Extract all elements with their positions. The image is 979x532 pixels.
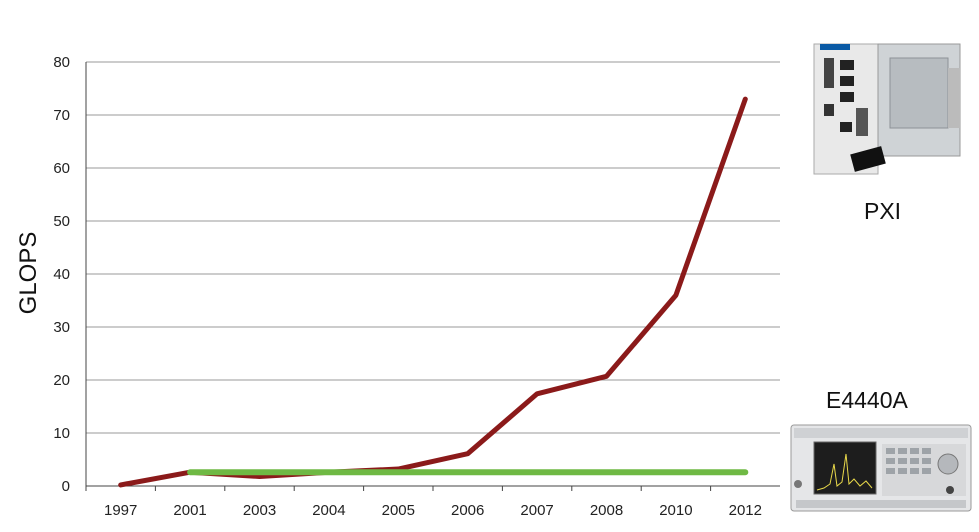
x-tick-label: 2007	[520, 502, 553, 519]
y-tick-label: 30	[53, 319, 70, 336]
y-tick-label: 10	[53, 425, 70, 442]
x-tick-label: 2004	[312, 502, 345, 519]
x-tick-label: 2006	[451, 502, 484, 519]
spectrum-analyzer-icon	[790, 424, 972, 517]
pxi-label: PXI	[864, 198, 902, 224]
y-tick-label: 50	[53, 213, 70, 230]
grid-lines	[85, 61, 780, 491]
series-line-1	[118, 96, 748, 488]
x-tick-label: 2005	[382, 502, 415, 519]
series-lines	[118, 96, 749, 488]
x-tick-label: 2008	[590, 502, 623, 519]
y-axis-label: GLOPS	[15, 232, 42, 315]
x-tick-label: 1997	[104, 502, 137, 519]
y-tick-label: 70	[53, 107, 70, 124]
x-tick-label: 2012	[729, 502, 762, 519]
y-tick-labels: 0 10 20 30 40 50 60 70 80	[53, 54, 70, 495]
y-tick-label: 40	[53, 266, 70, 283]
y-tick-label: 0	[62, 478, 70, 495]
x-tick-label: 2010	[659, 502, 692, 519]
y-tick-label: 60	[53, 160, 70, 177]
e4440a-label: E4440A	[826, 387, 908, 413]
x-tick-label: 2003	[243, 502, 276, 519]
x-tick-label: 2001	[173, 502, 206, 519]
y-tick-label: 80	[53, 54, 70, 71]
x-tick-labels: 1997 2001 2003 2004 2005 2006 2007 2008 2010 2012	[104, 502, 762, 519]
pxi-chassis-icon	[812, 38, 964, 183]
y-tick-label: 20	[53, 372, 70, 389]
